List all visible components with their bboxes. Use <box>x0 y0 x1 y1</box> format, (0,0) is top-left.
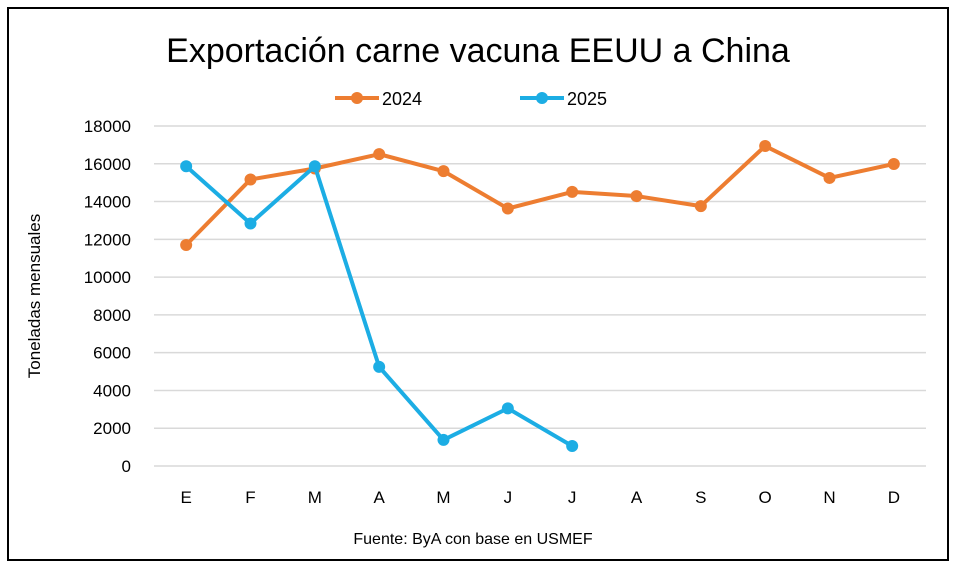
x-tick-label: N <box>823 488 835 507</box>
x-tick-label: E <box>180 488 191 507</box>
x-tick-label: A <box>373 488 385 507</box>
legend: 2024 2025 <box>335 89 607 109</box>
x-tick-label: O <box>759 488 772 507</box>
data-point <box>630 190 643 203</box>
data-point <box>437 165 450 178</box>
x-tick-label: J <box>568 488 577 507</box>
y-tick-label: 8000 <box>93 306 131 325</box>
legend-label: 2024 <box>382 89 422 109</box>
data-point <box>823 171 836 184</box>
y-tick-label: 6000 <box>93 344 131 363</box>
series-2024 <box>180 140 900 251</box>
y-tick-label: 12000 <box>84 230 131 249</box>
data-point <box>244 173 257 186</box>
data-point <box>308 160 321 173</box>
x-tick-label: J <box>504 488 513 507</box>
data-point <box>244 217 257 230</box>
data-point <box>759 140 772 153</box>
legend-item-2024: 2024 <box>335 89 422 109</box>
data-point <box>180 160 193 173</box>
data-point <box>373 360 386 373</box>
legend-marker-icon <box>351 92 363 104</box>
series-line <box>184 144 895 247</box>
legend-item-2025: 2025 <box>520 89 607 109</box>
y-tick-label: 18000 <box>84 117 131 136</box>
legend-label: 2025 <box>567 89 607 109</box>
x-tick-label: S <box>695 488 706 507</box>
y-tick-label: 16000 <box>84 155 131 174</box>
x-tick-label: M <box>308 488 322 507</box>
y-axis-label: Toneladas mensuales <box>25 214 44 378</box>
x-tick-label: F <box>245 488 255 507</box>
data-point <box>180 239 193 251</box>
data-point <box>437 433 450 446</box>
y-tick-label: 0 <box>122 457 131 476</box>
y-tick-label: 4000 <box>93 381 131 400</box>
data-point <box>501 202 514 215</box>
y-tick-label: 2000 <box>93 419 131 438</box>
y-tick-label: 10000 <box>84 268 131 287</box>
chart-title: Exportación carne vacuna EEUU a China <box>166 32 790 70</box>
legend-marker-icon <box>536 92 548 104</box>
data-point <box>501 402 514 415</box>
series-group <box>180 140 900 452</box>
chart-frame <box>7 7 949 561</box>
data-point <box>694 200 707 213</box>
data-point <box>373 148 386 161</box>
gridlines <box>154 125 926 467</box>
source-note: Fuente: ByA con base en USMEF <box>353 531 592 548</box>
x-tick-label: M <box>436 488 450 507</box>
data-point <box>887 157 900 170</box>
series-2025 <box>180 160 579 452</box>
data-point <box>566 185 579 198</box>
data-point <box>566 439 579 452</box>
x-tick-label: A <box>631 488 643 507</box>
y-tick-labels: 0 2000 4000 6000 8000 10000 12000 14000 16000 180… <box>84 117 131 476</box>
x-tick-label: D <box>888 488 900 507</box>
y-tick-label: 14000 <box>84 193 131 212</box>
